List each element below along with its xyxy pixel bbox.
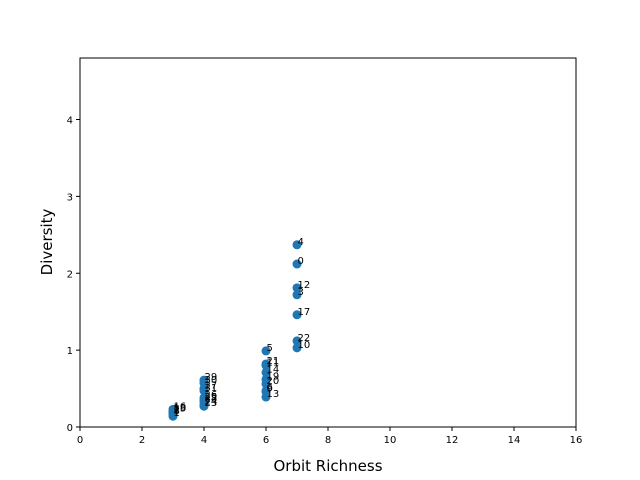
data-point bbox=[292, 259, 302, 269]
point-label: 16 bbox=[174, 401, 187, 412]
x-tick-label: 8 bbox=[325, 435, 331, 446]
x-tick-label: 10 bbox=[384, 435, 397, 446]
x-tick-label: 0 bbox=[77, 435, 83, 446]
point-label: 8 bbox=[174, 406, 180, 417]
point-label: 0 bbox=[298, 256, 304, 267]
y-tick-label: 3 bbox=[67, 192, 73, 203]
point-label: 11 bbox=[267, 358, 280, 369]
data-point bbox=[261, 346, 271, 356]
y-tick-label: 2 bbox=[67, 269, 73, 280]
data-point bbox=[292, 310, 302, 320]
point-label: 22 bbox=[298, 333, 311, 344]
point-label: 15 bbox=[174, 404, 187, 415]
point-label: 1 bbox=[174, 408, 180, 419]
point-label: 31 bbox=[205, 383, 218, 394]
data-point bbox=[292, 283, 302, 293]
data-point bbox=[261, 361, 271, 370]
data-point bbox=[261, 392, 271, 402]
data-point bbox=[168, 409, 178, 419]
x-tick-label: 14 bbox=[508, 435, 521, 446]
point-label: 30 bbox=[205, 375, 218, 386]
data-point bbox=[199, 386, 209, 396]
point-label: 29 bbox=[205, 372, 218, 383]
point-label: 3 bbox=[298, 287, 304, 298]
x-tick-label: 16 bbox=[570, 435, 583, 446]
x-tick-label: 6 bbox=[263, 435, 269, 446]
point-label: 18 bbox=[174, 403, 187, 414]
point-label: 25 bbox=[205, 392, 218, 403]
point-label: 2 bbox=[174, 405, 180, 416]
data-point bbox=[261, 367, 271, 377]
data-point bbox=[292, 336, 302, 346]
point-label: 28 bbox=[205, 394, 218, 405]
point-label: 4 bbox=[298, 237, 304, 248]
point-label: 23 bbox=[205, 398, 218, 409]
point-label: 10 bbox=[298, 340, 311, 351]
x-axis-label: Orbit Richness bbox=[273, 457, 382, 475]
point-label: 12 bbox=[298, 280, 311, 291]
y-axis-label: Diversity bbox=[38, 209, 56, 276]
point-label: 13 bbox=[267, 389, 280, 400]
x-tick-label: 2 bbox=[139, 435, 145, 446]
point-label: 19 bbox=[267, 371, 280, 382]
y-tick-label: 1 bbox=[67, 346, 73, 357]
y-tick-label: 4 bbox=[67, 116, 73, 127]
data-point bbox=[199, 401, 209, 411]
point-label: 6 bbox=[267, 383, 273, 394]
data-point bbox=[261, 379, 271, 389]
y-tick-label: 0 bbox=[67, 423, 73, 434]
point-label: 9 bbox=[267, 384, 273, 395]
point-label: 24 bbox=[205, 397, 218, 408]
point-label: 7 bbox=[174, 404, 180, 415]
point-label: 26 bbox=[205, 390, 218, 401]
point-label: 27 bbox=[205, 381, 218, 392]
x-axis: 0 2 4 6 8 10 12 14 16 bbox=[77, 427, 583, 446]
data-point bbox=[292, 240, 302, 250]
point-label: 20 bbox=[267, 376, 280, 387]
x-tick-label: 12 bbox=[446, 435, 459, 446]
x-tick-label: 4 bbox=[201, 435, 207, 446]
y-axis: 0 1 2 3 4 bbox=[67, 116, 80, 434]
point-label: 5 bbox=[267, 343, 273, 354]
data-point bbox=[292, 290, 302, 300]
point-label: 21 bbox=[267, 356, 280, 367]
data-point bbox=[292, 343, 302, 353]
plot-area: 4012317221052111141920691329302731262528… bbox=[168, 237, 311, 421]
point-label: 17 bbox=[298, 307, 311, 318]
point-label: 14 bbox=[267, 364, 280, 375]
